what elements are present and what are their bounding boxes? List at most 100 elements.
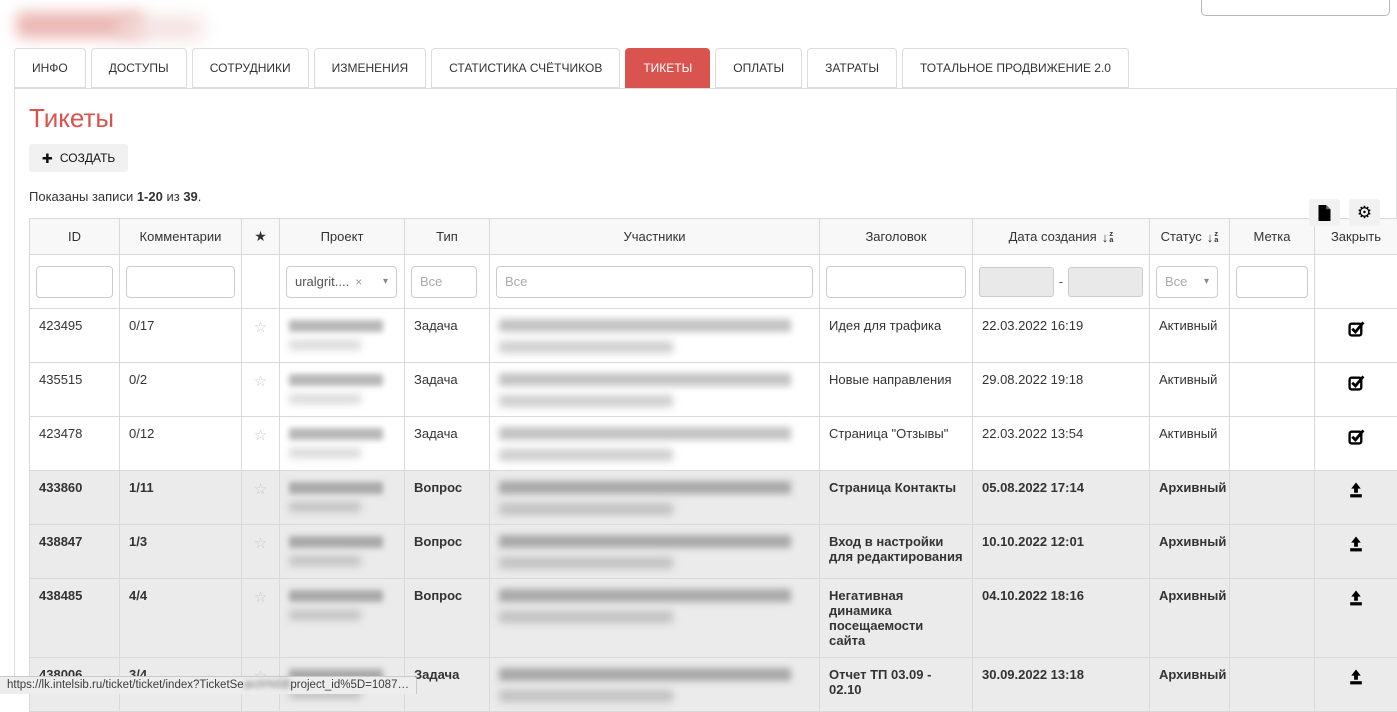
cell-label xyxy=(1230,658,1315,712)
filter-label-input[interactable] xyxy=(1236,266,1308,298)
cell-label xyxy=(1230,417,1315,471)
blurred-project-text xyxy=(289,556,361,566)
cell-comments-count: 1/11 xyxy=(120,471,242,525)
filter-type-select[interactable]: Все xyxy=(411,266,477,298)
blurred-participants-text xyxy=(499,503,673,515)
column-label: Дата создания xyxy=(1009,229,1097,244)
cell-project xyxy=(280,579,405,658)
cell-participants xyxy=(490,525,820,579)
blurred-participants-text xyxy=(499,395,673,407)
create-ticket-button[interactable]: ✚ СОЗДАТЬ xyxy=(29,144,128,172)
star-outline-icon[interactable]: ☆ xyxy=(254,535,267,552)
export-button[interactable] xyxy=(1309,199,1340,226)
cell-ticket-type: Задача xyxy=(405,363,490,417)
settings-button[interactable]: ⚙ xyxy=(1349,199,1380,226)
blurred-project-text xyxy=(289,394,361,404)
cell-title: Новые направления xyxy=(820,363,973,417)
cell-created-date: 05.08.2022 17:14 xyxy=(973,471,1150,525)
star-outline-icon[interactable]: ☆ xyxy=(254,589,267,606)
cell-project xyxy=(280,471,405,525)
tab-7[interactable]: ЗАТРАТЫ xyxy=(807,48,897,88)
cell-comments-count: 0/12 xyxy=(120,417,242,471)
star-outline-icon[interactable]: ☆ xyxy=(254,373,267,390)
filter-participants-input[interactable] xyxy=(496,266,813,298)
column-label: Тип xyxy=(436,229,458,244)
upload-icon[interactable] xyxy=(1348,669,1364,685)
cell-close xyxy=(1315,363,1397,417)
cell-favorite: ☆ xyxy=(242,471,280,525)
cell-ticket-type: Вопрос xyxy=(405,579,490,658)
column-label: Комментарии xyxy=(140,229,222,244)
tab-2[interactable]: СОТРУДНИКИ xyxy=(192,48,309,88)
blurred-url-part: arch%5B xyxy=(244,679,291,691)
blurred-participants-text xyxy=(499,589,791,602)
upload-icon[interactable] xyxy=(1348,482,1364,498)
column-header-comments: Комментарии xyxy=(120,219,242,255)
tab-3[interactable]: ИЗМЕНЕНИЯ xyxy=(314,48,427,88)
cell-participants xyxy=(490,363,820,417)
filter-date-to-input[interactable] xyxy=(1068,267,1143,297)
blurred-project-text xyxy=(289,320,383,332)
tab-4[interactable]: СТАТИСТИКА СЧЁТЧИКОВ xyxy=(431,48,620,88)
clear-icon[interactable]: × xyxy=(355,275,362,289)
tab-0[interactable]: ИНФО xyxy=(14,48,86,88)
cell-ticket-id: 423495 xyxy=(30,309,120,363)
tab-active-5[interactable]: ТИКЕТЫ xyxy=(625,48,710,88)
upload-icon[interactable] xyxy=(1348,590,1364,606)
filter-comments-input[interactable] xyxy=(126,266,235,298)
file-icon xyxy=(1318,205,1331,221)
blurred-participants-text xyxy=(499,557,673,569)
filter-project-select[interactable]: uralgrit.... × ▾ xyxy=(286,266,397,298)
page-title: Тикеты xyxy=(29,103,1396,134)
blurred-participants-text xyxy=(499,611,673,623)
top-search-input[interactable] xyxy=(1201,0,1390,16)
cell-favorite: ☆ xyxy=(242,579,280,658)
column-label: ID xyxy=(68,229,81,244)
column-label: Заголовок xyxy=(865,229,926,244)
upload-icon[interactable] xyxy=(1348,536,1364,552)
cell-project xyxy=(280,363,405,417)
check-square-icon[interactable] xyxy=(1348,320,1365,337)
cell-ticket-type: Задача xyxy=(405,658,490,712)
content-panel: Тикеты ✚ СОЗДАТЬ Показаны записи 1-20 из… xyxy=(14,88,1397,694)
tab-6[interactable]: ОПЛАТЫ xyxy=(715,48,802,88)
blurred-project-text xyxy=(289,340,361,350)
check-square-icon[interactable] xyxy=(1348,374,1365,391)
cell-created-date: 30.09.2022 13:18 xyxy=(973,658,1150,712)
cell-participants xyxy=(490,579,820,658)
cell-comments-count: 0/17 xyxy=(120,309,242,363)
star-outline-icon[interactable]: ☆ xyxy=(254,319,267,336)
blurred-logo-tail xyxy=(118,18,203,38)
cell-favorite: ☆ xyxy=(242,417,280,471)
cell-created-date: 04.10.2022 18:16 xyxy=(973,579,1150,658)
cell-close xyxy=(1315,471,1397,525)
column-header-id: ID xyxy=(30,219,120,255)
cell-close xyxy=(1315,417,1397,471)
tab-1[interactable]: ДОСТУПЫ xyxy=(91,48,187,88)
cell-ticket-type: Вопрос xyxy=(405,471,490,525)
tab-8[interactable]: ТОТАЛЬНОЕ ПРОДВИЖЕНИЕ 2.0 xyxy=(902,48,1129,88)
star-outline-icon[interactable]: ☆ xyxy=(254,481,267,498)
check-square-icon[interactable] xyxy=(1348,428,1365,445)
cell-created-date: 29.08.2022 19:18 xyxy=(973,363,1150,417)
cell-created-date: 22.03.2022 16:19 xyxy=(973,309,1150,363)
cell-comments-count: 4/4 xyxy=(120,579,242,658)
star-outline-icon[interactable]: ☆ xyxy=(254,427,267,444)
filter-date-from-input[interactable] xyxy=(979,267,1054,297)
status-bar-url: https://lk.intelsib.ru/ticket/ticket/ind… xyxy=(0,676,417,694)
filter-id-input[interactable] xyxy=(36,266,113,298)
filter-status-select[interactable]: Все ▾ xyxy=(1156,266,1218,298)
table-filter-row: uralgrit.... × ▾ Все - xyxy=(30,255,1397,309)
filter-title-input[interactable] xyxy=(826,266,966,298)
cell-status: Архивный xyxy=(1150,525,1230,579)
blurred-participants-text xyxy=(499,690,673,702)
